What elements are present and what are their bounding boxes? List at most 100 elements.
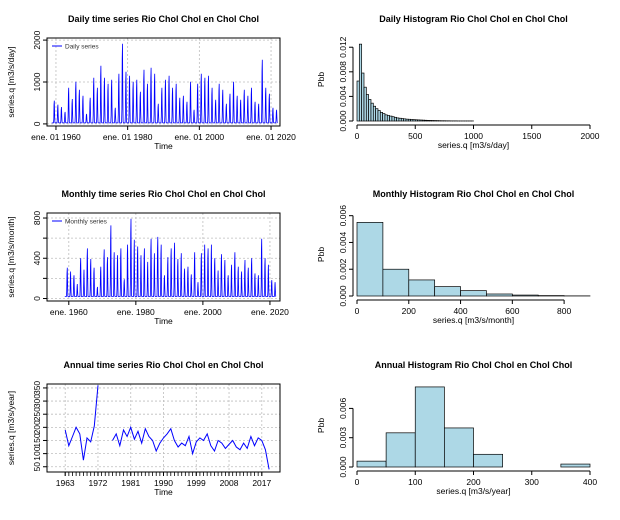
y-tick-label: 400 [32,251,42,265]
y-tick-label: 250 [32,407,42,421]
legend: Daily series [52,44,99,51]
y-tick-label: 200 [32,420,42,434]
x-axis-label: series.q [m3/s/day] [438,140,509,150]
x-tick-label: 0 [355,306,360,316]
y-tick-label: 800 [32,211,42,225]
histogram-bar [473,453,503,468]
y-tick-label: 0.000 [338,456,348,478]
y-tick-label: 2000 [32,30,42,49]
panel-annual_ts: Annual time series Rio Chol Chol en Chol… [6,360,281,497]
x-axis-label: Time [154,316,173,326]
y-tick-label: 300 [32,394,42,408]
x-tick-label: 1999 [187,478,206,488]
x-tick-label: ene. 01 1960 [31,132,81,142]
chart-title: Annual time series Rio Chol Chol en Chol… [63,360,263,370]
histogram-bar [382,268,410,297]
x-tick-label: ene. 01 2000 [175,132,225,142]
y-axis-label: series.q [m3/s/year] [6,391,16,465]
panel-daily_hist: Daily Histogram Rio Chol Chol en Chol Ch… [316,14,600,150]
x-tick-label: 2008 [220,478,239,488]
x-tick-label: 0 [355,477,360,487]
panel-monthly_ts: Monthly time series Rio Chol Chol en Cho… [6,189,289,326]
y-tick-label: 1000 [32,72,42,91]
y-tick-label: 0.003 [338,427,348,449]
x-tick-label: 200 [402,306,416,316]
chart-title: Monthly Histogram Rio Chol Chol en Chol … [373,189,575,199]
y-axis-label: series.q [m3/s/month] [6,216,16,297]
histogram-bar [486,293,513,297]
x-tick-label: ene. 01 1980 [103,132,153,142]
y-tick-label: 0.012 [338,36,348,58]
x-tick-label: 400 [583,477,597,487]
histogram-bar [560,463,591,468]
y-tick-label: 0.000 [338,285,348,307]
legend-label: Monthly series [65,219,108,226]
panel-annual_hist: Annual Histogram Rio Chol Chol en Chol C… [316,360,597,496]
x-tick-label: ene. 1980 [117,307,155,317]
x-tick-label: 0 [355,131,360,141]
histogram-bar [356,460,387,468]
y-axis-label: Pbb [316,72,326,87]
x-tick-label: 1990 [154,478,173,488]
y-tick-label: 0.008 [338,61,348,83]
x-tick-label: 1500 [522,131,541,141]
y-tick-label: 0.004 [338,86,348,108]
x-tick-label: ene. 2000 [184,307,222,317]
y-tick-label: 0.006 [338,398,348,420]
panel-monthly_hist: Monthly Histogram Rio Chol Chol en Chol … [316,189,591,325]
x-tick-label: 1000 [464,131,483,141]
x-tick-label: 1963 [56,478,75,488]
x-tick-label: 400 [453,306,467,316]
x-tick-label: 2017 [252,478,271,488]
chart-title: Daily time series Rio Chol Chol en Chol … [68,14,259,24]
y-tick-label: 100 [32,446,42,460]
histogram-bar [511,294,539,297]
y-tick-label: 0.006 [338,205,348,227]
y-tick-label: 0 [32,296,42,301]
series-line [64,218,277,297]
x-axis-label: Time [154,141,173,151]
legend: Monthly series [52,219,108,226]
histogram-bar [434,286,461,297]
chart-title: Annual Histogram Rio Chol Chol en Chol C… [375,360,573,370]
x-axis-label: series.q [m3/s/year] [436,486,510,496]
x-axis-label: series.q [m3/s/month] [433,315,514,325]
x-tick-label: 300 [525,477,539,487]
y-axis-label: series.q [m3/s/day] [6,46,16,117]
y-tick-label: 150 [32,433,42,447]
x-tick-label: 800 [557,306,571,316]
x-tick-label: ene. 01 2020 [246,132,296,142]
x-tick-label: 200 [466,477,480,487]
y-tick-label: 0.002 [338,258,348,280]
histogram-bar [414,386,445,468]
histogram-bar [356,222,384,297]
chart-title: Monthly time series Rio Chol Chol en Cho… [61,189,265,199]
x-tick-label: 100 [408,477,422,487]
y-axis-label: Pbb [316,418,326,433]
y-axis-label: Pbb [316,247,326,262]
histogram-bar [385,432,416,468]
x-tick-label: 500 [408,131,422,141]
y-tick-label: 350 [32,381,42,395]
x-tick-label: ene. 2020 [251,307,289,317]
legend-label: Daily series [65,44,99,51]
histogram-bar [408,279,436,297]
y-tick-label: 0.000 [338,110,348,132]
histogram-bar [460,290,487,297]
series-line [51,43,278,124]
x-axis-label: Time [154,487,173,497]
series-line [64,385,99,461]
x-tick-label: 2000 [581,131,600,141]
series-line [112,425,270,470]
y-tick-label: 0 [32,121,42,126]
x-tick-label: ene. 1960 [50,307,88,317]
y-tick-label: 0.004 [338,232,348,254]
panel-daily_ts: Daily time series Rio Chol Chol en Chol … [6,14,296,151]
x-tick-label: 1972 [89,478,108,488]
chart-title: Daily Histogram Rio Chol Chol en Chol Ch… [379,14,568,24]
x-tick-label: 600 [505,306,519,316]
histogram-bar [444,427,474,468]
x-tick-label: 1981 [121,478,140,488]
y-tick-label: 50 [32,462,42,472]
